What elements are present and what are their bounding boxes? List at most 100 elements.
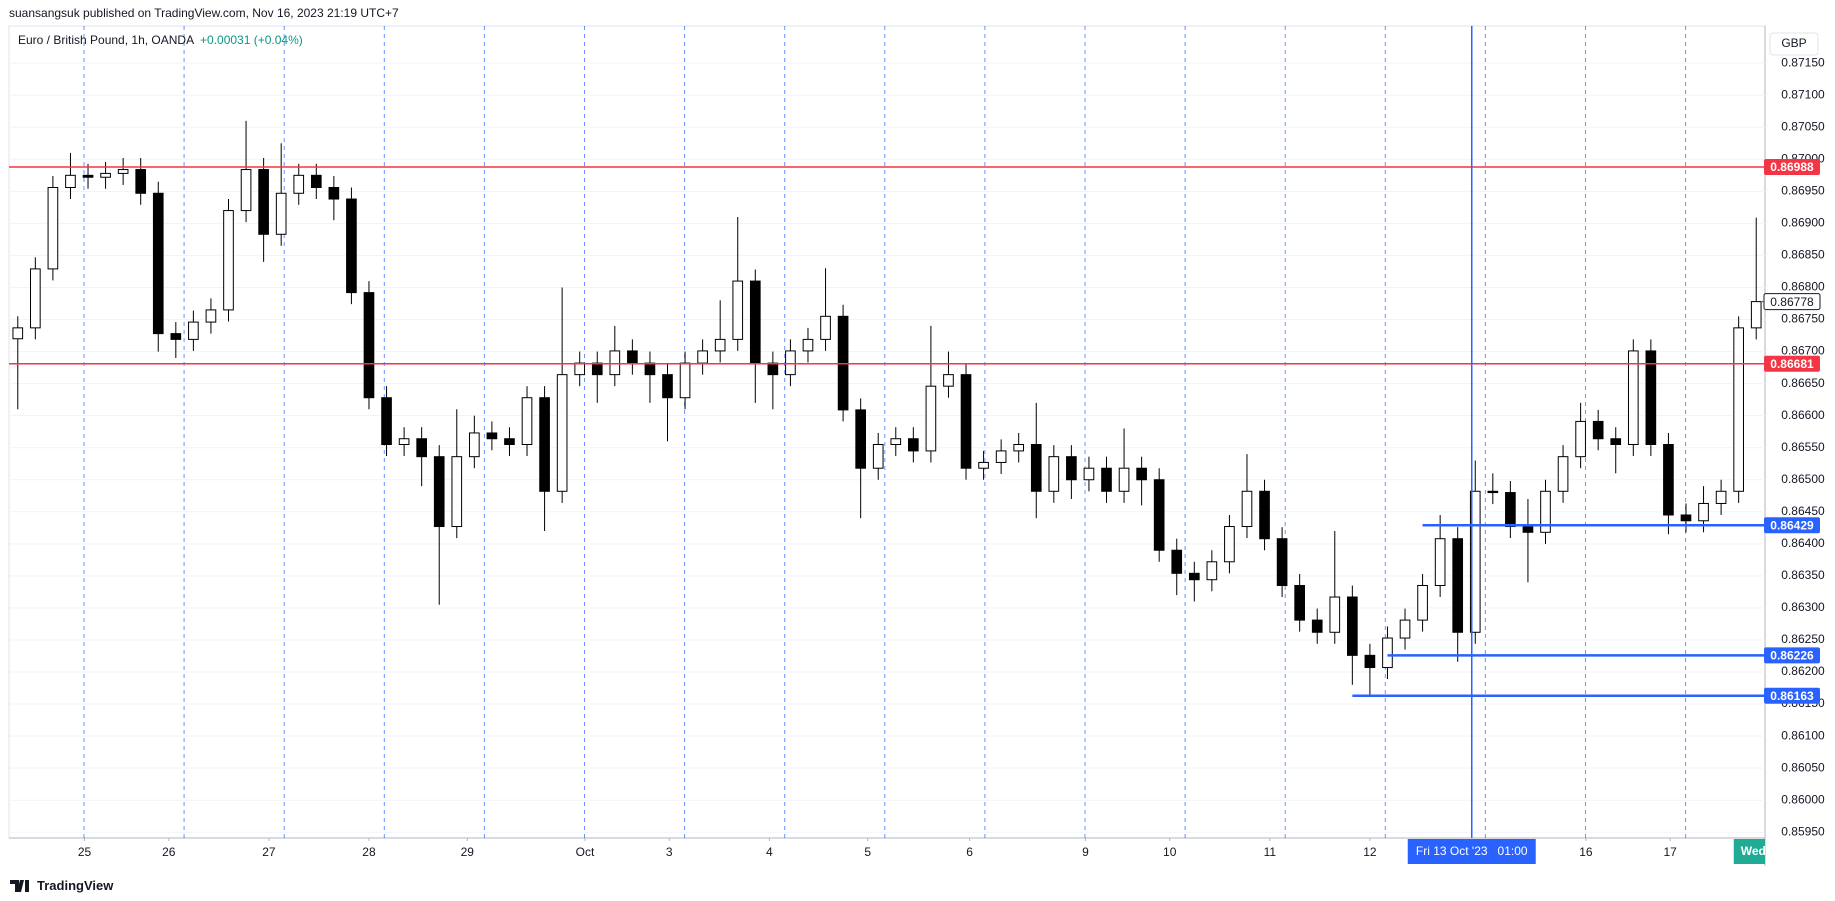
candle-body <box>1733 327 1744 492</box>
candle-body <box>1048 456 1060 492</box>
x-tick-label: 16 <box>1579 845 1593 859</box>
candle-body <box>732 280 744 340</box>
currency-label[interactable]: GBP <box>1781 36 1806 50</box>
x-tick-label: 27 <box>262 845 276 859</box>
candle-body <box>662 374 673 399</box>
price-level-tag <box>1764 647 1820 664</box>
y-tick-label: 0.86250 <box>1781 632 1825 646</box>
x-tick-label: 9 <box>1082 845 1089 859</box>
x-tick-label: 29 <box>461 845 475 859</box>
y-tick-label: 0.86600 <box>1781 408 1825 422</box>
candle-body <box>100 172 111 178</box>
candle-body <box>416 438 427 458</box>
y-tick-label: 0.85950 <box>1781 824 1825 838</box>
candle-body <box>1030 443 1042 492</box>
candles <box>12 120 1762 696</box>
candle-body <box>117 169 129 174</box>
candle-body <box>714 338 726 352</box>
candle-body <box>1417 584 1428 621</box>
y-tick-label: 0.86900 <box>1781 216 1825 230</box>
candle-body <box>346 198 357 294</box>
x-tick-label: 5 <box>864 845 871 859</box>
candle-body <box>1259 490 1270 540</box>
overlays <box>9 26 1765 838</box>
candle-body <box>1592 420 1604 440</box>
x-tick-label: 28 <box>362 845 376 859</box>
y-tick-label: 0.86700 <box>1781 344 1825 358</box>
candle-body <box>1347 596 1358 656</box>
x-tick-label: 25 <box>78 845 92 859</box>
candle-body <box>697 350 708 364</box>
candle-body <box>820 315 831 340</box>
brand-name: TradingView <box>37 878 114 893</box>
candle-body <box>486 432 498 440</box>
brand-logo <box>10 879 29 892</box>
crosshair-tag <box>1407 839 1536 864</box>
candle-body <box>855 409 866 469</box>
candle-body <box>1434 538 1446 586</box>
candle-body <box>521 397 533 445</box>
candle-body <box>943 374 954 387</box>
x-tick-label: 4 <box>766 845 773 859</box>
end-marker-tag <box>1733 839 1765 864</box>
y-tick-label: 0.86650 <box>1781 376 1825 390</box>
candle-body <box>1540 490 1551 533</box>
candle-body <box>872 443 884 469</box>
candle-body <box>785 350 796 376</box>
candle-body <box>310 174 322 189</box>
candle-body <box>1101 467 1112 492</box>
candle-body <box>293 174 305 194</box>
candle-body <box>1013 443 1025 452</box>
candle-body <box>47 187 59 270</box>
candle-body <box>328 187 340 200</box>
candle-body <box>539 397 550 492</box>
plot-area <box>8 25 1766 839</box>
y-tick-label: 0.86100 <box>1781 728 1825 742</box>
y-tick-label: 0.87050 <box>1781 119 1825 133</box>
price-level-label: 0.86429 <box>1770 518 1814 532</box>
candle-body <box>240 169 252 212</box>
candle-body <box>1311 619 1323 633</box>
y-tick-label: 0.86050 <box>1781 760 1825 774</box>
x-tick-label: 6 <box>966 845 973 859</box>
candle-body <box>188 321 199 340</box>
candle-body <box>1698 502 1709 522</box>
price-level-label: 0.86163 <box>1770 689 1814 703</box>
candle-body <box>1224 526 1235 563</box>
candle-body <box>152 192 164 335</box>
candle-body <box>1469 490 1481 633</box>
y-tick-label: 0.86850 <box>1781 248 1825 262</box>
y-tick-label: 0.86450 <box>1781 504 1825 518</box>
candle-body <box>802 338 814 352</box>
end-marker: Wed 18 <box>1733 839 1765 864</box>
last-price-label: 0.86778 <box>1770 295 1814 309</box>
candle-body <box>627 350 638 364</box>
y-tick-label: 0.86200 <box>1781 664 1825 678</box>
publish-info: suansangsuk published on TradingView.com… <box>9 6 399 20</box>
candle-body <box>749 280 761 364</box>
y-tick-label: 0.86400 <box>1781 536 1825 550</box>
candle-body <box>767 362 779 376</box>
currency-box[interactable] <box>1769 32 1819 56</box>
candle-body <box>960 374 972 469</box>
candle-body <box>363 292 375 399</box>
crosshair-label: Fri 13 Oct '23 01:00 <box>1416 844 1528 858</box>
candle-body <box>275 192 287 235</box>
price-level-tag <box>1764 517 1820 534</box>
candle-body <box>574 362 586 376</box>
y-tick-label: 0.86300 <box>1781 600 1825 614</box>
candle-body <box>1382 637 1393 669</box>
candle-body <box>135 169 147 194</box>
candle-body <box>978 461 989 469</box>
candle-body <box>995 450 1007 463</box>
change-text: +0.00031 (+0.04%) <box>200 33 303 47</box>
candle-body <box>1750 301 1762 329</box>
candle-body <box>504 438 515 445</box>
x-tick-label: Oct <box>576 845 595 859</box>
y-tick-label: 0.86350 <box>1781 568 1825 582</box>
x-tick-label: 3 <box>666 845 673 859</box>
x-tick-label: 12 <box>1363 845 1377 859</box>
candle-body <box>1557 456 1569 492</box>
candle-body <box>223 210 234 311</box>
candle-body <box>925 385 937 452</box>
